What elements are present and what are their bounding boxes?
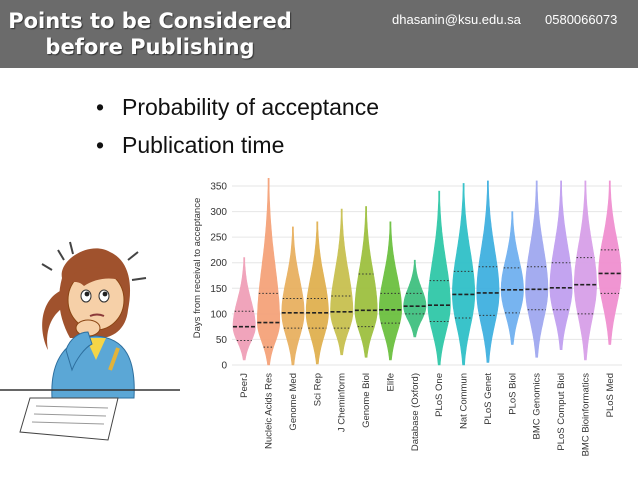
y-tick-labels: 0 50 100 150 200 250 300 350: [210, 182, 227, 372]
thinking-girl-icon: [0, 241, 180, 441]
bullet-list: Probability of acceptance Publication ti…: [96, 88, 379, 164]
violin-shape: [403, 259, 427, 338]
title-line-2: before Publishing: [45, 35, 255, 59]
x-tick-label: BMC Bioinformatics: [580, 373, 591, 457]
title-line-1: Points to be Considered: [8, 9, 292, 33]
violin-shape: [525, 180, 549, 358]
x-tick-label: Nat Commun: [459, 373, 470, 429]
y-axis-label: Days from receival to acceptance: [192, 198, 203, 338]
bullet-item: Publication time: [96, 126, 379, 164]
violin-shape: [598, 180, 622, 345]
x-tick-label: Sci Rep: [312, 373, 323, 406]
x-tick-label: Database (Oxford): [410, 373, 421, 451]
x-tick-label: Genome Biol: [361, 373, 372, 428]
violin-shape: [378, 221, 402, 361]
y-tick-label: 50: [216, 335, 228, 346]
violin-shape: [476, 180, 500, 363]
violin-shape: [354, 206, 378, 358]
bullet-item: Probability of acceptance: [96, 88, 379, 126]
y-tick-label: 100: [210, 309, 227, 320]
header-bar: Points to be Considered before Publishin…: [0, 0, 638, 68]
x-tick-label: PLoS Biol: [507, 373, 518, 415]
violin-shape: [427, 190, 451, 366]
violin-shape: [549, 180, 573, 351]
violin-shape: [281, 226, 305, 366]
x-tick-label: PLoS Genet: [483, 373, 494, 425]
violin-shape: [500, 211, 524, 345]
x-tick-label: Nucleic Acids Res: [264, 373, 275, 449]
x-tick-label: BMC Genomics: [532, 373, 543, 440]
x-tick-label: Genome Med: [288, 373, 299, 431]
email-text: dhasanin@ksu.edu.sa: [392, 12, 521, 27]
phone-text: 0580066073: [545, 12, 618, 27]
y-tick-label: 300: [210, 207, 227, 218]
x-tick-label: Elife: [385, 373, 396, 391]
slide-title: Points to be Considered before Publishin…: [0, 8, 300, 60]
x-tick-label: PLoS One: [434, 373, 445, 417]
y-tick-label: 0: [221, 361, 227, 372]
violins: [232, 177, 622, 366]
violin-shape: [330, 208, 354, 356]
thought-lines-icon: [41, 241, 147, 281]
x-tick-labels: PeerJ Nucleic Acids Res Genome Med Sci Rep J…: [239, 373, 616, 457]
y-tick-label: 250: [210, 233, 227, 244]
y-tick-label: 350: [210, 182, 227, 193]
y-tick-label: 150: [210, 284, 227, 295]
violin-shape: [305, 221, 329, 365]
x-tick-label: J Cheminform: [337, 373, 348, 432]
x-tick-label: PeerJ: [239, 373, 250, 398]
violin-shape: [257, 177, 281, 366]
x-tick-label: PLoS Comput Biol: [556, 373, 567, 451]
violin-shape: [452, 183, 476, 366]
violin-shape: [232, 257, 256, 361]
x-tick-label: PLoS Med: [605, 373, 616, 417]
violin-shape: [573, 180, 597, 361]
y-tick-label: 200: [210, 258, 227, 269]
